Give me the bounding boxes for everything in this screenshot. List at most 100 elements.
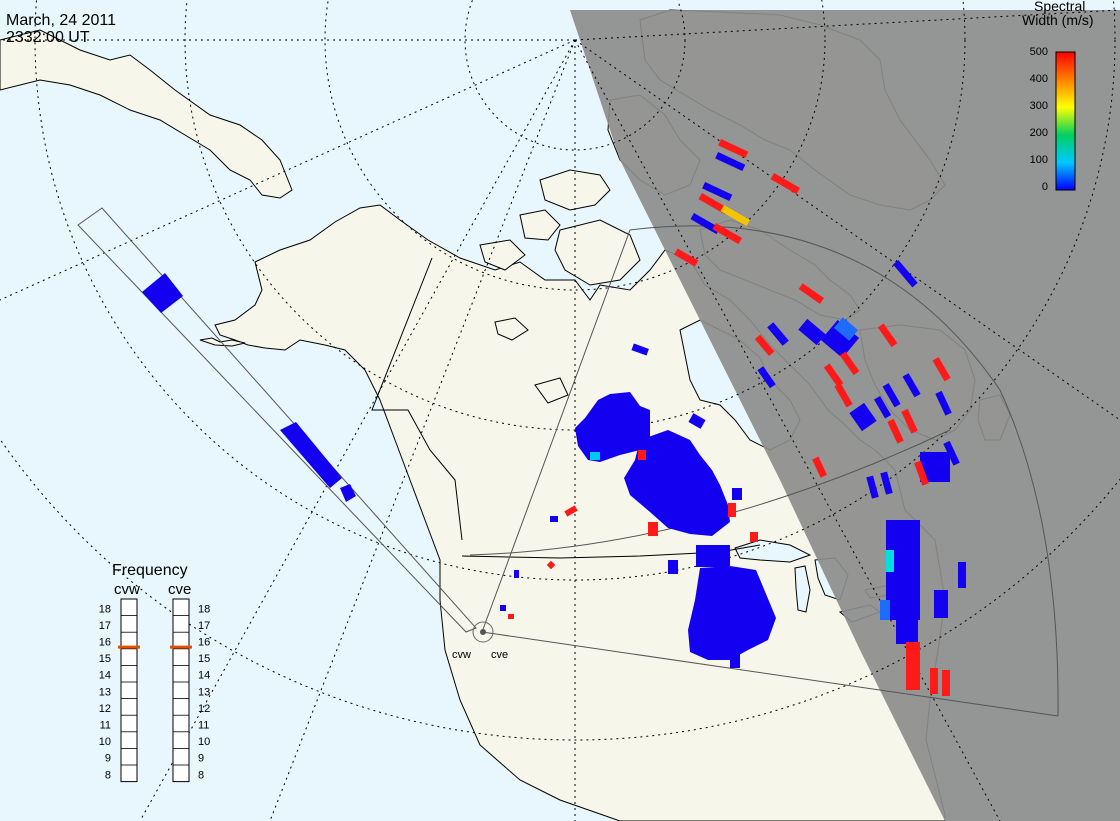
frequency-tick-left: 14 bbox=[99, 670, 111, 682]
frequency-bars: 18 18 17 17 16 16 15 15 14 14 13 13 12 12 11 11 10 10 9 9 8 8 bbox=[99, 598, 210, 783]
echo-east-9 bbox=[942, 670, 950, 696]
radar-echoes bbox=[142, 139, 966, 696]
echo-small-5 bbox=[514, 570, 519, 578]
echo-red-3 bbox=[728, 503, 736, 517]
echo-night-11 bbox=[798, 283, 824, 304]
time-label: 2332:00 UT bbox=[6, 29, 90, 46]
land-siberia bbox=[0, 29, 293, 199]
frequency-tick-left: 8 bbox=[105, 769, 111, 781]
echo-blob-north bbox=[575, 392, 650, 462]
echo-south-2 bbox=[668, 560, 678, 574]
echo-night-1 bbox=[718, 139, 749, 159]
echo-night-32 bbox=[914, 460, 929, 486]
echo-night-23 bbox=[882, 383, 901, 408]
date-label: March, 24 2011 bbox=[6, 12, 116, 29]
frequency-tick-right: 14 bbox=[198, 670, 210, 682]
frequency-tick-right: 12 bbox=[198, 703, 210, 715]
frequency-tick-left: 15 bbox=[99, 653, 111, 665]
frequency-panel: Frequency cvw cve 18 18 17 17 16 16 15 15 14 14 13… bbox=[99, 562, 210, 783]
land-arctic-island-7 bbox=[534, 377, 569, 404]
frequency-tick-left: 12 bbox=[99, 703, 111, 715]
colorbar-title-line1: Spectral bbox=[1034, 0, 1085, 14]
boundary-alaska-canada bbox=[371, 257, 463, 541]
lake-superior bbox=[734, 539, 812, 563]
echo-small-3 bbox=[550, 516, 558, 522]
frequency-tick-left: 9 bbox=[105, 753, 111, 765]
colorbar-tick-0: 0 bbox=[1042, 181, 1048, 193]
echo-red-2 bbox=[648, 522, 658, 536]
echo-night-13 bbox=[820, 320, 860, 358]
echo-night-6 bbox=[720, 205, 750, 227]
echo-cvw-1 bbox=[142, 273, 183, 313]
echo-south-1 bbox=[696, 545, 730, 567]
radar-site-ring bbox=[472, 621, 494, 643]
echo-night-2 bbox=[715, 152, 746, 172]
frequency-title: Frequency bbox=[112, 562, 188, 579]
colorbar-legend: Spectral Width (m/s) 500 400 300 200 100… bbox=[1022, 0, 1094, 193]
echo-night-12 bbox=[798, 318, 826, 346]
frequency-tick-left: 16 bbox=[99, 637, 111, 649]
echo-night-17 bbox=[877, 323, 898, 348]
echo-small-8 bbox=[688, 413, 706, 429]
echo-night-10 bbox=[893, 259, 918, 288]
echo-night-3 bbox=[770, 173, 800, 195]
frequency-tick-right: 17 bbox=[198, 620, 210, 632]
echo-east-2 bbox=[896, 600, 918, 644]
frequency-tick-left: 13 bbox=[99, 686, 111, 698]
frequency-tick-right: 16 bbox=[198, 637, 210, 649]
echo-night-19 bbox=[823, 363, 844, 388]
lake-michigan bbox=[794, 565, 811, 613]
frequency-tick-right: 18 bbox=[198, 603, 210, 615]
frequency-tick-right: 11 bbox=[198, 720, 209, 732]
echo-cyan-1 bbox=[590, 452, 600, 460]
frequency-tick-right: 10 bbox=[198, 736, 210, 748]
colorbar-tick-400: 400 bbox=[1030, 73, 1048, 85]
echo-night-4 bbox=[702, 182, 733, 202]
echo-red-4 bbox=[750, 532, 758, 542]
timestamp: March, 24 2011 2332:00 UT bbox=[6, 12, 116, 46]
echo-night-7 bbox=[690, 213, 720, 235]
radar-label-cve: cve bbox=[491, 649, 508, 661]
frequency-label-cve: cve bbox=[168, 581, 191, 598]
echo-night-14 bbox=[833, 317, 859, 341]
radar-label-cvw: cvw bbox=[452, 649, 471, 661]
echo-small-1 bbox=[631, 343, 649, 356]
frequency-tick-right: 13 bbox=[198, 686, 210, 698]
fov-cve-sector bbox=[481, 225, 1059, 717]
echo-night-9 bbox=[674, 248, 699, 267]
echo-east-3 bbox=[886, 550, 894, 572]
fov-cvw-beam bbox=[77, 207, 477, 633]
colorbar-tick-500: 500 bbox=[1030, 46, 1048, 58]
echo-east-5 bbox=[934, 590, 948, 618]
colorbar-gradient bbox=[1055, 51, 1076, 191]
echo-blob-south bbox=[688, 566, 776, 660]
boundary-canada-us bbox=[461, 544, 761, 559]
colorbar-title-line2: Width (m/s) bbox=[1022, 12, 1094, 28]
echo-east-7 bbox=[906, 642, 920, 690]
frequency-tick-left: 11 bbox=[100, 720, 111, 732]
echo-night-33 bbox=[812, 456, 827, 478]
frequency-label-cvw: cvw bbox=[114, 581, 140, 598]
echo-night-29 bbox=[935, 390, 952, 416]
echo-small-7 bbox=[508, 614, 514, 619]
colorbar-tick-100: 100 bbox=[1030, 154, 1048, 166]
echo-night-16 bbox=[754, 334, 775, 356]
echo-night-21 bbox=[932, 357, 951, 382]
echo-small-9 bbox=[732, 488, 742, 500]
echo-blob-main bbox=[624, 430, 730, 536]
boundaries bbox=[371, 257, 761, 559]
colorbar-tick-200: 200 bbox=[1030, 127, 1048, 139]
land-arctic-island-3 bbox=[554, 219, 641, 286]
echo-small-2 bbox=[564, 505, 578, 517]
frequency-tick-right: 9 bbox=[198, 753, 204, 765]
echo-night-26 bbox=[874, 395, 892, 419]
echo-night-24 bbox=[834, 383, 853, 408]
echo-night-5 bbox=[698, 193, 728, 215]
frequency-tick-left: 10 bbox=[99, 736, 111, 748]
echo-south-3 bbox=[730, 650, 740, 668]
echo-small-6 bbox=[500, 605, 506, 611]
echo-east-8 bbox=[930, 668, 938, 694]
echo-east-6 bbox=[958, 562, 966, 588]
echo-night-18 bbox=[839, 351, 860, 376]
